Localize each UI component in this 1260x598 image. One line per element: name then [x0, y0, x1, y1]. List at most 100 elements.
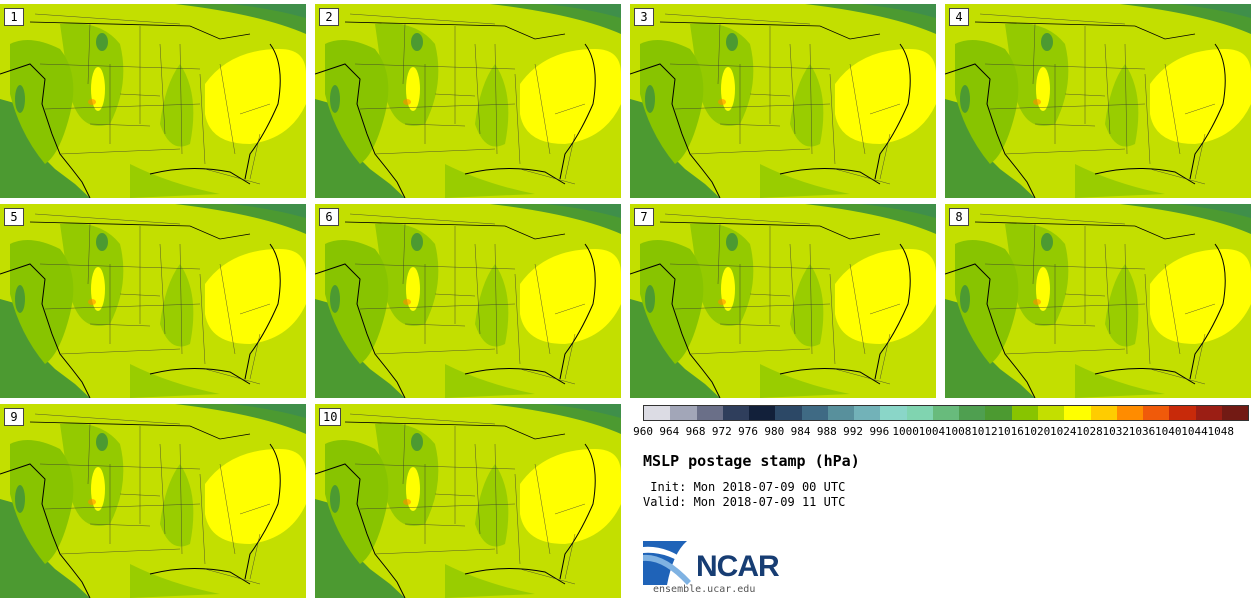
- north-low-core: [230, 404, 306, 418]
- colorbar-tick: 1000: [892, 425, 919, 438]
- state-border: [519, 568, 576, 585]
- coastal-trough: [645, 85, 655, 113]
- stamp-number-label: 4: [949, 8, 969, 26]
- east-coastline: [244, 443, 281, 580]
- state-border: [349, 13, 496, 25]
- state-border: [359, 303, 516, 310]
- state-border: [749, 93, 791, 97]
- state-border: [404, 123, 466, 127]
- site-url: ensemble.ucar.edu: [653, 584, 756, 595]
- northern-border: [659, 221, 881, 240]
- state-border: [199, 473, 206, 565]
- colorbar-swatch: [749, 406, 776, 420]
- gulf-coastline: [1094, 367, 1196, 385]
- colorbar-swatch: [1090, 406, 1117, 420]
- state-border: [349, 213, 496, 225]
- colorbar-swatch: [880, 406, 907, 420]
- colorbar-swatch: [722, 406, 750, 420]
- montana-low: [96, 433, 108, 451]
- coastal-trough: [15, 85, 25, 113]
- state-border: [179, 443, 183, 555]
- state-border: [219, 263, 236, 355]
- gulf-coastline: [464, 367, 566, 385]
- gulf-coastline: [779, 167, 881, 185]
- colorbar-tick: 992: [843, 425, 864, 438]
- gulf-region: [1075, 164, 1165, 198]
- valid-time: Valid: Mon 2018-07-09 11 UTC: [643, 495, 846, 509]
- state-border: [354, 263, 516, 270]
- state-border: [179, 43, 183, 155]
- colorbar-tick: 1004: [918, 425, 946, 438]
- colorbar-tick: 964: [659, 425, 680, 438]
- western-mountains: [955, 240, 1019, 364]
- western-mountains: [325, 440, 389, 564]
- state-border: [1032, 223, 1036, 285]
- stamp-number-label: 3: [634, 8, 654, 26]
- state-border: [879, 133, 891, 180]
- northern-border: [344, 221, 566, 240]
- west-coastline: [0, 463, 91, 598]
- state-border: [1144, 273, 1151, 365]
- state-border: [989, 103, 1146, 110]
- west-coastline: [630, 63, 721, 198]
- western-mountains: [325, 40, 389, 164]
- ncar-logo-icon: [643, 541, 691, 585]
- northern-border: [659, 21, 881, 40]
- montana-low: [1041, 233, 1053, 251]
- state-border: [1004, 348, 1126, 355]
- state-border: [1034, 123, 1096, 127]
- state-border: [39, 263, 201, 270]
- colorbar-tick: 1028: [1076, 425, 1103, 438]
- plains-region: [160, 264, 194, 347]
- colorbar-tick: 984: [790, 425, 811, 438]
- colorbar-swatch: [985, 406, 1012, 420]
- state-border: [474, 43, 481, 135]
- state-border: [34, 13, 181, 25]
- stamp-number-label: 8: [949, 208, 969, 226]
- state-border: [554, 303, 586, 315]
- colorbar-tick: 1024: [1049, 425, 1077, 438]
- postage-stamp-map: 9: [0, 404, 306, 598]
- state-border: [689, 148, 811, 155]
- eastern-high: [520, 249, 621, 344]
- colorbar-swatch: [959, 406, 986, 420]
- rockies-region: [60, 223, 124, 326]
- state-border: [564, 533, 576, 580]
- state-border: [59, 548, 181, 555]
- state-border: [829, 273, 836, 365]
- state-border: [809, 243, 813, 355]
- western-mountains: [325, 240, 389, 364]
- state-border: [44, 503, 201, 510]
- gulf-region: [760, 364, 850, 398]
- colorbar-tick: 1040: [1155, 425, 1182, 438]
- state-border: [664, 13, 811, 25]
- state-border: [349, 413, 496, 425]
- state-border: [239, 103, 271, 115]
- state-border: [402, 423, 406, 485]
- postage-stamp-map: 7: [630, 204, 936, 398]
- state-border: [199, 273, 206, 365]
- montana-low: [411, 233, 423, 251]
- state-border: [1194, 333, 1206, 380]
- state-border: [534, 263, 551, 355]
- northern-border: [29, 421, 251, 440]
- state-border: [39, 463, 201, 470]
- state-border: [719, 323, 781, 327]
- gulf-coastline: [779, 367, 881, 385]
- plains-region: [790, 64, 824, 147]
- colorbar-swatch: [1064, 406, 1091, 420]
- state-border: [404, 323, 466, 327]
- colorbar-swatch: [1037, 406, 1065, 420]
- east-coastline: [1189, 243, 1226, 380]
- state-border: [59, 148, 181, 155]
- state-border: [354, 63, 516, 70]
- stamp-number-label: 1: [4, 8, 24, 26]
- state-border: [519, 368, 576, 385]
- state-border: [119, 293, 161, 297]
- eastern-high: [520, 49, 621, 144]
- plateau-high-core: [718, 299, 726, 305]
- gulf-region: [445, 364, 535, 398]
- state-border: [219, 63, 236, 155]
- plains-region: [160, 464, 194, 547]
- state-border: [1032, 23, 1036, 85]
